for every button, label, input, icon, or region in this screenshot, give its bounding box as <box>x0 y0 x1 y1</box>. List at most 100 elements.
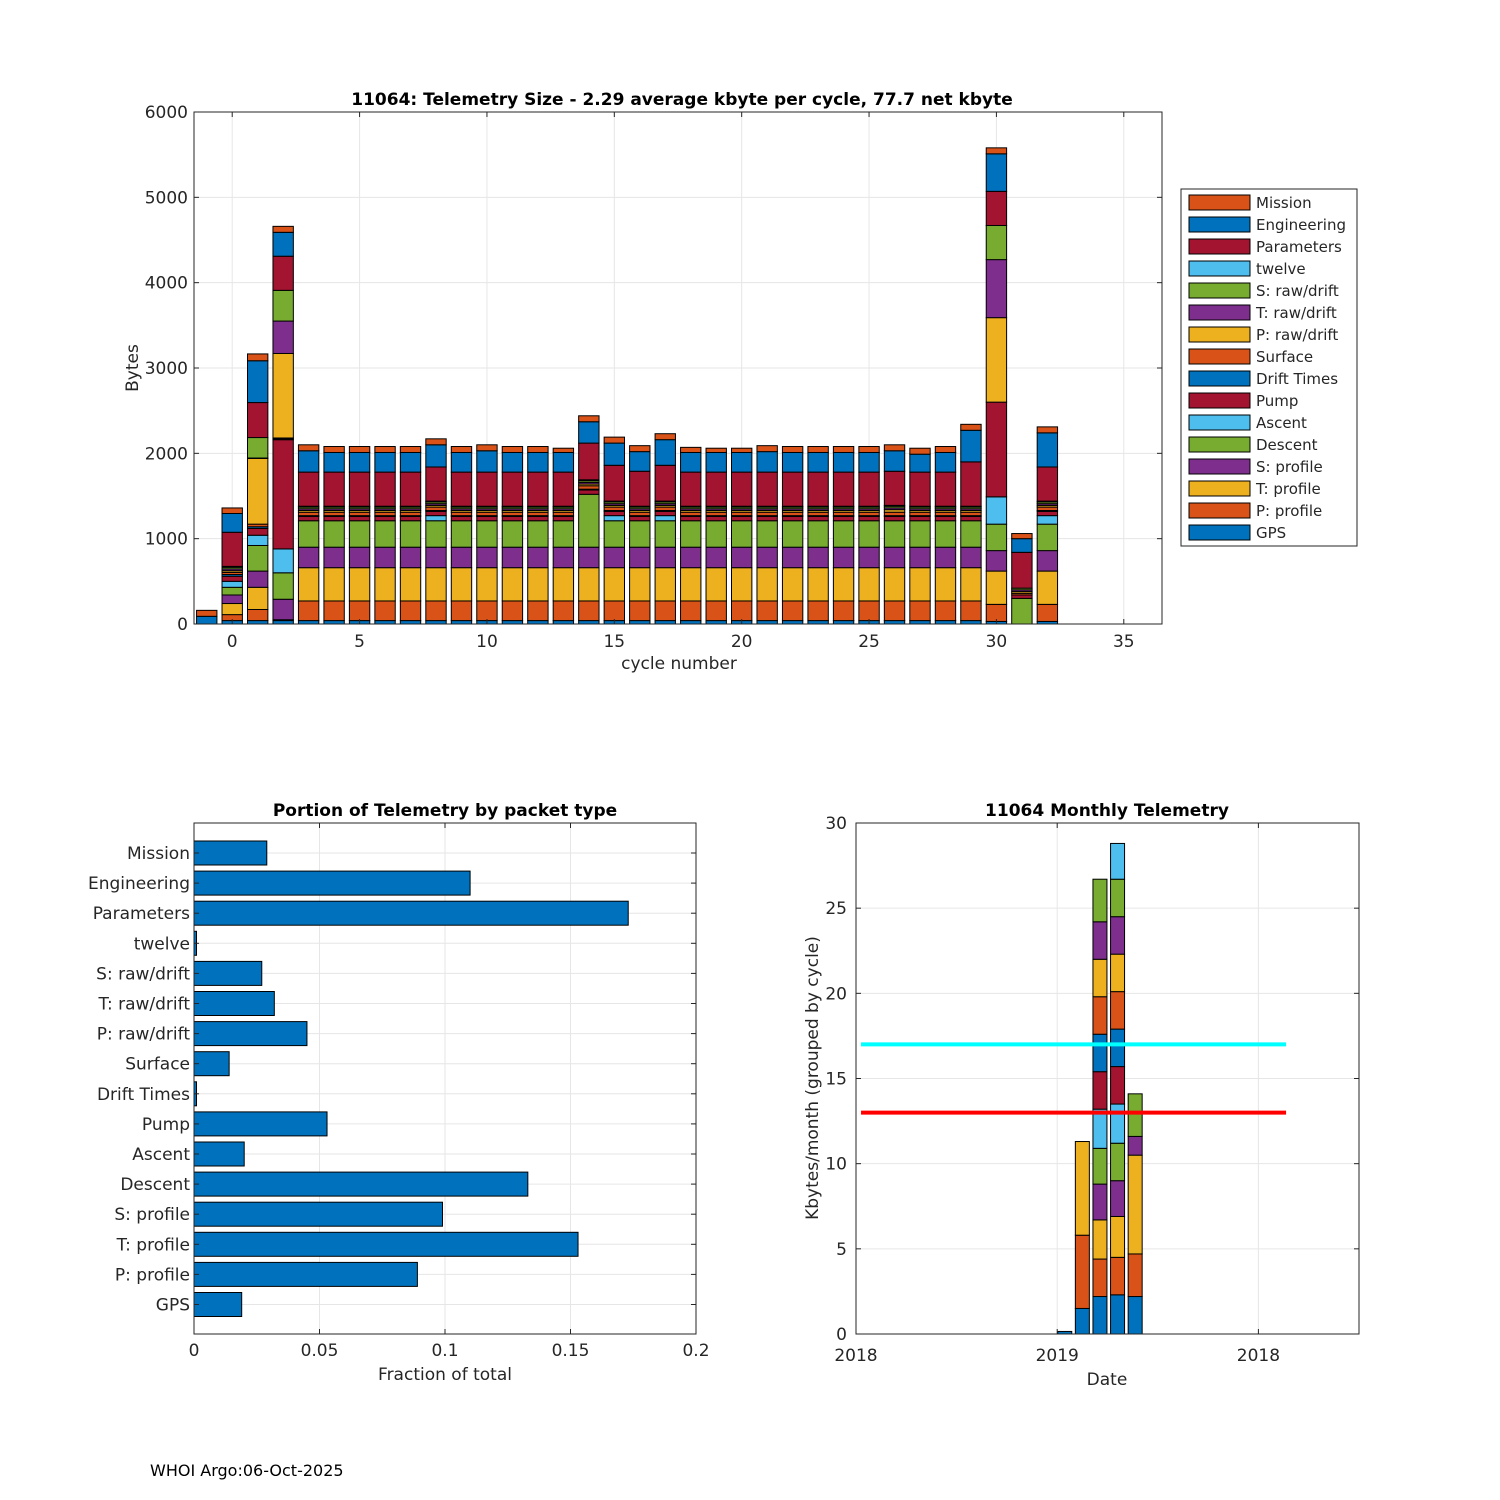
fraction-bar <box>193 1051 230 1077</box>
bar-segment <box>858 546 880 569</box>
bar-segment <box>552 515 575 522</box>
bar-segment <box>654 510 676 517</box>
bar-segment <box>883 444 906 452</box>
bar-segment <box>883 567 906 602</box>
bar-segment <box>221 586 243 596</box>
bar-segment <box>297 511 320 517</box>
bar-segment <box>883 511 906 517</box>
bar-segment <box>1011 594 1033 599</box>
bar-segment <box>934 451 957 473</box>
bar-segment <box>832 620 855 625</box>
bar-segment <box>552 451 575 473</box>
bar-segment <box>1036 510 1059 517</box>
bar-segment <box>450 520 473 548</box>
stacked-ylabel: Bytes <box>123 344 143 392</box>
bar-segment <box>807 520 829 548</box>
bar-segment <box>450 515 473 522</box>
bar-segment <box>272 289 294 322</box>
bar-segment <box>246 534 269 546</box>
bar-segment <box>934 511 957 517</box>
bar-segment <box>374 515 396 522</box>
x-tick-label: 0.05 <box>301 1341 339 1361</box>
x-tick-label: 2018 <box>834 1346 877 1366</box>
bar-segment <box>909 453 931 473</box>
bar-segment <box>425 600 447 622</box>
bar-segment <box>221 531 243 567</box>
bar-segment <box>909 620 931 625</box>
bar-segment <box>374 446 396 453</box>
bar-segment <box>883 515 906 522</box>
bar-segment <box>960 461 982 507</box>
bar-segment <box>807 446 829 453</box>
y-tick-label: Surface <box>125 1055 190 1075</box>
monthly-bar-segment <box>1127 1154 1143 1255</box>
bar-segment <box>960 600 982 622</box>
monthly-bar-segment <box>1092 1033 1108 1073</box>
bar-segment <box>425 444 447 468</box>
y-tick-label: 0 <box>836 1325 847 1345</box>
bar-segment <box>501 511 524 517</box>
bar-segment <box>985 550 1008 572</box>
bar-segment <box>730 515 753 522</box>
bar-segment <box>425 466 447 502</box>
bar-segment <box>348 567 371 602</box>
bar-segment <box>756 520 778 548</box>
bar-segment <box>578 620 600 625</box>
legend-label: T: raw/drift <box>1255 304 1337 322</box>
bar-segment <box>807 600 829 622</box>
bar-segment <box>297 471 320 507</box>
bar-segment <box>832 515 855 522</box>
bar-segment <box>476 450 498 473</box>
legend-swatch <box>1188 348 1251 365</box>
x-tick-label: 2019 <box>1036 1346 1079 1366</box>
bar-segment <box>629 451 651 472</box>
bar-segment <box>399 471 422 507</box>
legend-swatch <box>1188 304 1251 321</box>
bar-segment <box>730 471 753 507</box>
bar-segment <box>476 511 498 517</box>
fraction-ticks: 0 0.05 0.1 0.15 0.2 Mission Engineering Paramet… <box>88 823 710 1361</box>
bar-segment <box>246 527 269 536</box>
bar-segment <box>348 600 371 622</box>
bar-segment <box>374 520 396 548</box>
legend-label: twelve <box>1256 260 1306 278</box>
x-tick-label: 0.1 <box>431 1341 458 1361</box>
y-tick-label: twelve <box>134 934 190 954</box>
monthly-bar-segment <box>1110 878 1126 918</box>
y-tick-label: T: profile <box>116 1235 190 1255</box>
bar-segment <box>832 451 855 473</box>
bar-segment <box>807 620 829 625</box>
legend-swatch <box>1188 524 1251 541</box>
bar-segment <box>374 567 396 602</box>
legend-swatch <box>1188 480 1251 497</box>
bar-segment <box>756 515 778 522</box>
bar-segment <box>476 520 498 548</box>
bar-segment <box>1036 603 1059 622</box>
bar-segment <box>680 511 702 517</box>
bar-segment <box>705 520 727 548</box>
bar-segment <box>552 620 575 625</box>
bar-segment <box>527 567 549 602</box>
bar-segment <box>756 471 778 507</box>
bar-segment <box>629 546 651 569</box>
fraction-bar <box>193 840 268 866</box>
bar-segment <box>1036 432 1059 468</box>
bar-segment <box>781 451 804 473</box>
footer-stamp: WHOI Argo:06-Oct-2025 <box>150 1461 344 1480</box>
monthly-bar-segment <box>1110 842 1126 880</box>
bar-segment <box>196 609 218 617</box>
bar-segment <box>960 520 982 548</box>
bar-segment <box>552 511 575 517</box>
bar-segment <box>756 511 778 517</box>
y-tick-label: 3000 <box>145 359 188 379</box>
bar-segment <box>1036 523 1059 552</box>
bar-segment <box>909 511 931 517</box>
y-tick-label: Mission <box>127 844 190 864</box>
bar-segment <box>221 512 243 533</box>
bar-segment <box>399 546 422 569</box>
monthly-title: 11064 Monthly Telemetry <box>985 801 1229 821</box>
y-tick-label: Descent <box>120 1175 190 1195</box>
fraction-bar <box>193 991 275 1016</box>
bar-segment <box>985 190 1008 226</box>
